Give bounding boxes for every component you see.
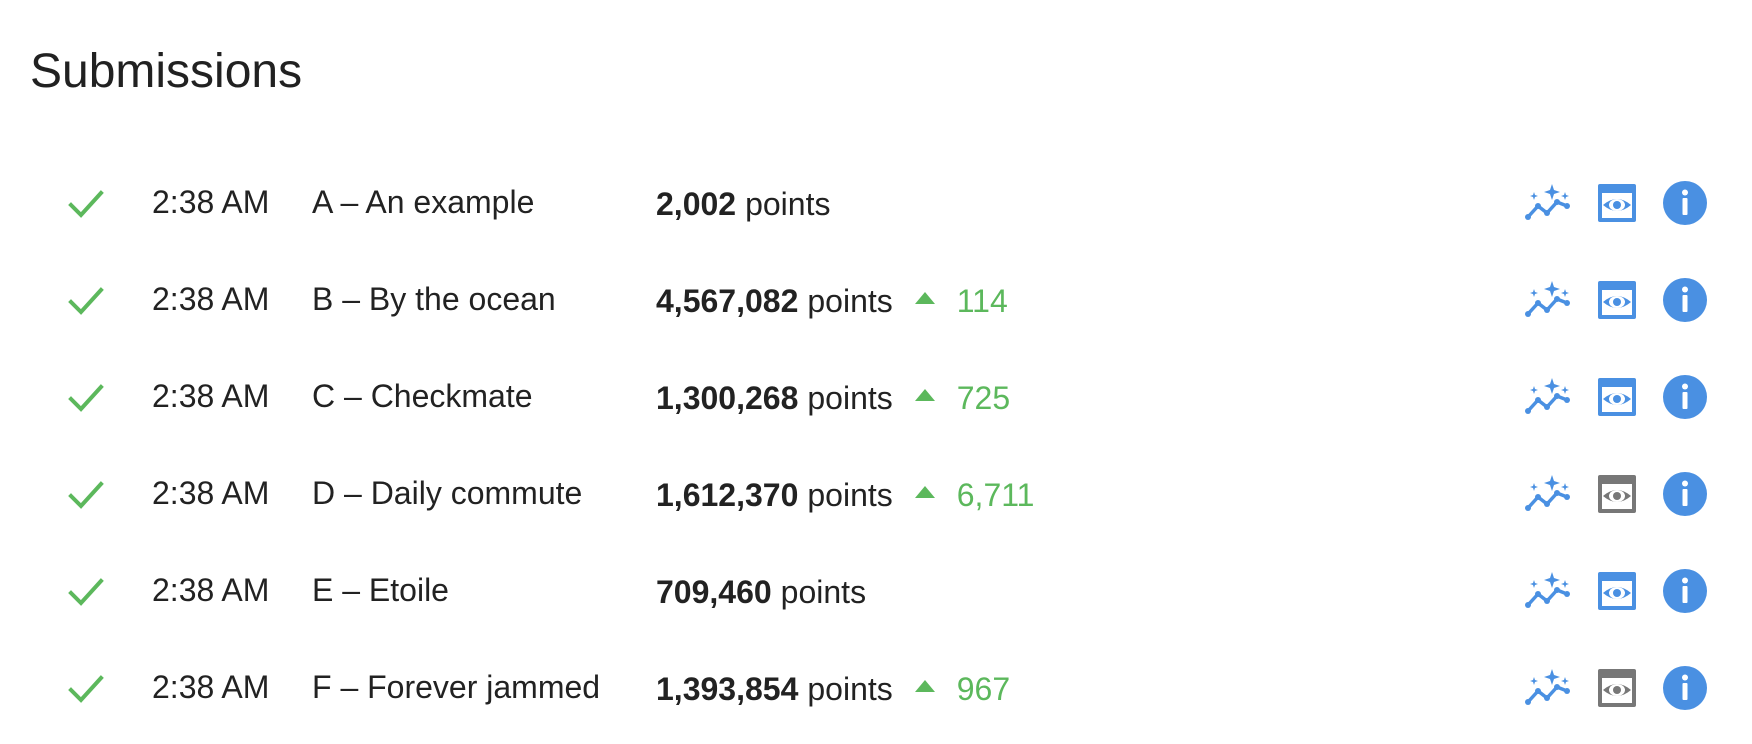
points-label: points bbox=[780, 574, 867, 610]
points-value: 709,460 bbox=[656, 574, 772, 610]
view-button[interactable] bbox=[1592, 663, 1642, 713]
trend-button[interactable] bbox=[1524, 275, 1574, 325]
up-arrow-icon bbox=[914, 292, 935, 304]
sparkle-trend-icon bbox=[1525, 669, 1570, 705]
trend-button[interactable] bbox=[1524, 566, 1574, 616]
trend-button[interactable] bbox=[1524, 178, 1574, 228]
up-arrow-icon bbox=[914, 486, 935, 498]
submission-row: 2:38 AM B – By the ocean 4,567,082 point… bbox=[0, 253, 1752, 350]
points-label: points bbox=[807, 283, 893, 319]
submission-points: 1,300,268 points 725 bbox=[656, 378, 1010, 418]
trend-button[interactable] bbox=[1524, 663, 1574, 713]
eye-icon bbox=[1598, 184, 1636, 222]
submission-time: 2:38 AM bbox=[152, 281, 270, 317]
info-icon bbox=[1663, 472, 1707, 516]
up-arrow-icon bbox=[914, 680, 935, 692]
info-button[interactable] bbox=[1660, 372, 1710, 422]
submission-time: 2:38 AM bbox=[152, 572, 270, 608]
trend-button[interactable] bbox=[1524, 469, 1574, 519]
points-value: 1,393,854 bbox=[656, 671, 799, 707]
view-button[interactable] bbox=[1592, 566, 1642, 616]
points-delta: 967 bbox=[914, 669, 1011, 709]
submission-row: 2:38 AM C – Checkmate 1,300,268 points 7… bbox=[0, 350, 1752, 447]
sparkle-trend-icon bbox=[1525, 281, 1570, 317]
view-button[interactable] bbox=[1592, 275, 1642, 325]
points-value: 4,567,082 bbox=[656, 283, 799, 319]
view-button[interactable] bbox=[1592, 372, 1642, 422]
points-label: points bbox=[807, 380, 893, 416]
submission-row: 2:38 AM A – An example 2,002 points bbox=[0, 156, 1752, 253]
submission-name: A – An example bbox=[312, 184, 535, 220]
eye-icon bbox=[1598, 281, 1636, 319]
info-button[interactable] bbox=[1660, 469, 1710, 519]
view-button[interactable] bbox=[1592, 469, 1642, 519]
submission-points: 1,393,854 points 967 bbox=[656, 669, 1010, 709]
sparkle-trend-icon bbox=[1525, 184, 1570, 220]
sparkle-trend-icon bbox=[1525, 378, 1570, 414]
submission-points: 2,002 points bbox=[656, 184, 830, 224]
delta-value: 114 bbox=[956, 283, 1008, 319]
info-icon bbox=[1663, 666, 1707, 710]
eye-icon bbox=[1598, 572, 1636, 610]
submission-points: 709,460 points bbox=[656, 572, 866, 612]
info-button[interactable] bbox=[1660, 566, 1710, 616]
delta-value: 6,711 bbox=[956, 477, 1035, 513]
points-label: points bbox=[807, 477, 893, 513]
delta-value: 967 bbox=[956, 671, 1011, 707]
submissions-list: 2:38 AM A – An example 2,002 points bbox=[0, 156, 1752, 738]
submission-time: 2:38 AM bbox=[152, 669, 270, 705]
points-delta: 725 bbox=[914, 378, 1011, 418]
submission-row: 2:38 AM F – Forever jammed 1,393,854 poi… bbox=[0, 641, 1752, 738]
page-title: Submissions bbox=[30, 45, 303, 98]
submission-time: 2:38 AM bbox=[152, 184, 270, 220]
submission-name: C – Checkmate bbox=[312, 378, 533, 414]
check-icon bbox=[66, 184, 106, 224]
check-icon bbox=[66, 669, 106, 709]
trend-button[interactable] bbox=[1524, 372, 1574, 422]
check-icon bbox=[66, 281, 106, 321]
submission-points: 1,612,370 points 6,711 bbox=[656, 475, 1034, 515]
check-icon bbox=[66, 572, 106, 612]
points-value: 2,002 bbox=[656, 186, 737, 222]
sparkle-trend-icon bbox=[1525, 572, 1570, 608]
submission-name: D – Daily commute bbox=[312, 475, 583, 511]
info-icon bbox=[1663, 569, 1707, 613]
submission-name: E – Etoile bbox=[312, 572, 449, 608]
points-value: 1,612,370 bbox=[656, 477, 799, 513]
info-icon bbox=[1663, 278, 1707, 322]
submission-points: 4,567,082 points 114 bbox=[656, 281, 1008, 321]
view-button[interactable] bbox=[1592, 178, 1642, 228]
eye-icon bbox=[1598, 475, 1636, 513]
check-icon bbox=[66, 475, 106, 515]
sparkle-trend-icon bbox=[1525, 475, 1570, 511]
points-delta: 114 bbox=[914, 281, 1008, 321]
points-value: 1,300,268 bbox=[656, 380, 799, 416]
submission-time: 2:38 AM bbox=[152, 378, 270, 414]
points-delta: 6,711 bbox=[914, 475, 1035, 515]
up-arrow-icon bbox=[914, 389, 935, 401]
submission-time: 2:38 AM bbox=[152, 475, 270, 511]
points-label: points bbox=[745, 186, 831, 222]
submission-name: B – By the ocean bbox=[312, 281, 556, 317]
submission-row: 2:38 AM E – Etoile 709,460 points bbox=[0, 544, 1752, 641]
info-icon bbox=[1663, 181, 1707, 225]
submission-name: F – Forever jammed bbox=[312, 669, 601, 705]
points-label: points bbox=[807, 671, 893, 707]
submission-row: 2:38 AM D – Daily commute 1,612,370 poin… bbox=[0, 447, 1752, 544]
eye-icon bbox=[1598, 378, 1636, 416]
delta-value: 725 bbox=[956, 380, 1011, 416]
info-button[interactable] bbox=[1660, 663, 1710, 713]
eye-icon bbox=[1598, 669, 1636, 707]
info-icon bbox=[1663, 375, 1707, 419]
info-button[interactable] bbox=[1660, 275, 1710, 325]
info-button[interactable] bbox=[1660, 178, 1710, 228]
check-icon bbox=[66, 378, 106, 418]
